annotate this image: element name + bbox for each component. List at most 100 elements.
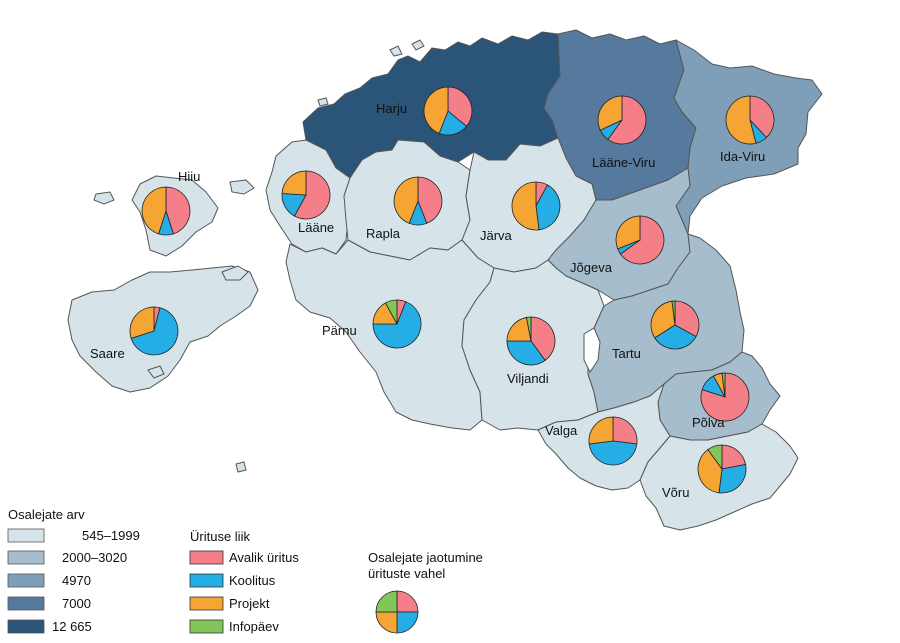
pie-slice-avalik <box>721 444 747 470</box>
pie-slice-projekt <box>697 449 723 494</box>
legend-pie-slice-projekt <box>375 611 398 634</box>
pie-slice-projekt <box>725 95 757 145</box>
legend-swatch-projekt <box>189 596 224 611</box>
legend-types-title: Ürituse liik <box>190 529 250 544</box>
pie-slice-avalik <box>447 86 473 127</box>
legend-pie-title-line1: Osalejate jaotumine <box>368 550 483 565</box>
pie-võru <box>697 444 747 494</box>
county-label-jogeva: Jõgeva <box>570 260 613 275</box>
pie-slice-koolitus <box>535 184 561 231</box>
pie-slice-koolitus <box>130 307 179 356</box>
pie-slice-projekt <box>511 181 540 231</box>
pie-slice-avalik <box>620 215 665 265</box>
legend-class4-label: 7000 <box>62 596 91 611</box>
pie-slice-avalik <box>612 416 638 445</box>
county-label-hiiu: Hiiu <box>178 169 200 184</box>
county-label-ida-viru: Ida-Viru <box>720 149 765 164</box>
legend-swatch-class1 <box>7 528 45 543</box>
pie-slice-koolitus <box>588 440 638 466</box>
small-islands <box>93 39 425 473</box>
county-label-rapla: Rapla <box>366 226 401 241</box>
county-label-tartu: Tartu <box>612 346 641 361</box>
legend-swatch-class2 <box>7 550 45 565</box>
county-label-viljandi: Viljandi <box>507 371 549 386</box>
pie-slice-projekt <box>281 170 307 196</box>
pie-slice-projekt <box>393 176 419 224</box>
legend-swatch-class5 <box>7 619 45 634</box>
pie-slice-projekt <box>597 95 623 131</box>
pie-slice-projekt <box>506 316 532 342</box>
legend-swatch-infopaev <box>189 619 224 634</box>
pie-slice-infopaev <box>671 300 676 326</box>
pie-slice-infopaev <box>384 299 398 325</box>
pie-lääne-viru <box>597 95 647 145</box>
pie-järva <box>511 181 561 231</box>
pie-slice-avalik <box>293 170 331 220</box>
legend-pie-graphic <box>375 590 419 634</box>
pie-jõgeva <box>615 215 665 265</box>
legend-type-infopaev: Infopäev <box>229 619 279 634</box>
pie-slice-projekt <box>423 86 449 134</box>
pie-slice-projekt <box>129 306 155 339</box>
legend-swatch-koolitus <box>189 573 224 588</box>
pie-slice-koolitus <box>718 464 747 494</box>
pie-slice-avalik <box>700 372 750 422</box>
county-label-laane-viru: Lääne-Viru <box>592 155 655 170</box>
county-label-voru: Võru <box>662 485 689 500</box>
pie-slice-infopaev <box>526 316 532 342</box>
legend-class5-label: 12 665 <box>52 619 92 634</box>
pie-põlva <box>700 372 750 422</box>
pie-valga <box>588 416 638 466</box>
legend-class2-label: 2000–3020 <box>62 550 127 565</box>
legend-participants-title: Osalejate arv <box>8 507 85 522</box>
county-label-jarva: Järva <box>480 228 513 243</box>
legend-event-types: Ürituse liik Avalik üritus Koolitus Proj… <box>189 529 299 634</box>
legend-class1-label: 545–1999 <box>82 528 140 543</box>
legend-pie-slice-koolitus <box>396 611 419 634</box>
legend-type-koolitus: Koolitus <box>229 573 276 588</box>
legend-type-avalik: Avalik üritus <box>229 550 299 565</box>
legend-pie-slice-avalik <box>396 590 419 613</box>
pie-ida-viru <box>725 95 775 145</box>
county-label-laane: Lääne <box>298 220 334 235</box>
legend-swatch-class3 <box>7 573 45 588</box>
county-label-polva: Põlva <box>692 415 725 430</box>
labels-layer: Harju Lääne-Viru Ida-Viru Hiiu Lääne Rap… <box>90 101 765 500</box>
legend-pie: Osalejate jaotumine ürituste vahel <box>368 550 483 634</box>
pie-slice-infopaev <box>721 372 726 398</box>
pie-viljandi <box>506 316 556 366</box>
lake-vortsjarv <box>583 327 601 373</box>
pie-saare <box>129 306 179 356</box>
pie-slice-avalik <box>530 316 556 361</box>
pies-layer <box>129 86 775 494</box>
pie-slice-avalik <box>749 95 775 139</box>
pie-harju <box>423 86 473 136</box>
legend-swatch-avalik <box>189 550 224 565</box>
county-label-parnu: Pärnu <box>322 323 357 338</box>
legend-type-projekt: Projekt <box>229 596 270 611</box>
county-label-valga: Valga <box>545 423 578 438</box>
pie-slice-projekt <box>615 215 641 250</box>
pie-slice-avalik <box>607 95 647 145</box>
pie-pärnu <box>372 299 422 349</box>
legend-pie-slice-infopaev <box>375 590 398 613</box>
pie-slice-koolitus <box>372 301 422 349</box>
pie-slice-avalik <box>165 186 191 235</box>
pie-slice-avalik <box>417 176 443 224</box>
pie-slice-projekt <box>588 416 614 445</box>
pie-hiiu <box>141 186 191 236</box>
county-label-saare: Saare <box>90 346 125 361</box>
pie-tartu <box>650 300 700 350</box>
pie-lääne <box>281 170 331 220</box>
pie-slice-koolitus <box>506 340 546 366</box>
pie-slice-projekt <box>650 300 676 339</box>
legend-class3-label: 4970 <box>62 573 91 588</box>
legend-participants: Osalejate arv 545–1999 2000–3020 4970 70… <box>7 507 140 634</box>
pie-slice-projekt <box>141 186 167 235</box>
pie-rapla <box>393 176 443 226</box>
legend-swatch-class4 <box>7 596 45 611</box>
pie-slice-infopaev <box>707 444 723 471</box>
pie-slice-avalik <box>674 300 700 338</box>
legend-pie-title-line2: ürituste vahel <box>368 566 445 581</box>
